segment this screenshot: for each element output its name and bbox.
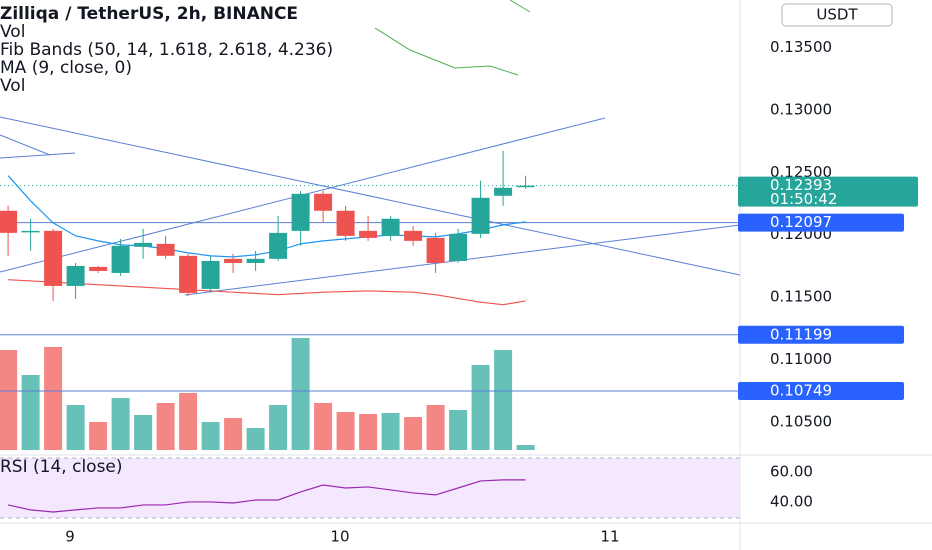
volume-bar (336, 412, 355, 450)
y-tick-label: 0.12500 (770, 163, 832, 181)
last-price-box (738, 176, 918, 207)
volume-bar (471, 365, 490, 450)
candle-body (359, 230, 378, 238)
candle-body (246, 258, 265, 263)
y-tick-label: 0.11500 (770, 288, 832, 306)
volume-bar (516, 445, 535, 450)
volume-bar (111, 398, 130, 450)
price-line-label: 0.12097 (770, 213, 832, 231)
volume-bar (201, 422, 220, 450)
volume-bar (359, 414, 378, 450)
price-line-label-box (738, 325, 904, 344)
fib-upper (374, 27, 519, 76)
legend-line: Vol (0, 22, 25, 42)
trend-line (0, 152, 76, 159)
fib-upper (509, 0, 531, 13)
candle-body (314, 193, 333, 211)
rsi-line (7, 479, 526, 513)
candle-body (44, 230, 63, 286)
legend-line: Fib Bands (50, 14, 1.618, 2.618, 4.236) (0, 40, 333, 60)
volume-bar (404, 417, 423, 450)
rsi-title: RSI (14, close) (0, 457, 123, 477)
x-tick-label: 10 (330, 528, 349, 546)
candle-body (0, 210, 18, 233)
indicator-line (8, 279, 526, 306)
volume-bar (246, 428, 265, 450)
volume-bar (449, 410, 468, 450)
candle-body (336, 210, 355, 236)
candle-body (516, 185, 535, 188)
candle-body (224, 258, 243, 263)
volume-bar (269, 405, 288, 450)
candle-body (449, 233, 468, 261)
y-tick-label: 0.13500 (770, 38, 832, 56)
volume-bar (494, 350, 513, 450)
legend-line: Vol (0, 76, 25, 96)
price-line-label-box (738, 381, 904, 400)
candle-body (291, 193, 310, 231)
countdown: 01:50:42 (770, 190, 837, 208)
volume-bar (426, 405, 445, 450)
price-line-label: 0.11199 (770, 325, 832, 343)
currency-box (781, 3, 893, 27)
candle-body (494, 187, 513, 196)
volume-bar (66, 405, 85, 450)
y-tick-label: 0.13000 (770, 100, 832, 118)
candle-body (201, 260, 220, 289)
candle-body (426, 237, 445, 263)
candle-body (156, 243, 175, 256)
candle-body (66, 265, 85, 286)
trend-line (0, 134, 51, 156)
volume-bar (44, 347, 63, 450)
volume-bar (0, 350, 18, 450)
candle-body (404, 230, 423, 241)
indicator-line (7, 175, 526, 258)
rsi-tick-label: 60.00 (770, 462, 813, 480)
volume-bar (314, 403, 333, 450)
volume-bar (134, 415, 153, 450)
rsi-tick-label: 40.00 (770, 492, 813, 510)
volume-bar (224, 418, 243, 450)
candle-body (269, 232, 288, 259)
chart-title: Zilliqa / TetherUS, 2h, BINANCE (0, 4, 298, 24)
volume-bar (156, 403, 175, 450)
candle-body (179, 255, 198, 293)
volume-bar (89, 422, 108, 450)
volume-bar (381, 413, 400, 450)
volume-bar (179, 393, 198, 450)
volume-bar (21, 375, 40, 450)
price-line-label: 0.10749 (770, 381, 832, 399)
volume-bar (291, 338, 310, 450)
y-tick-label: 0.11000 (770, 350, 832, 368)
candle-body (381, 218, 400, 236)
candle-body (111, 245, 130, 273)
x-tick-label: 9 (65, 528, 75, 546)
currency: USDT (816, 6, 858, 24)
y-tick-label: 0.10500 (770, 413, 832, 431)
candle-body (134, 242, 153, 247)
candle-body (471, 197, 490, 234)
candle-body (89, 266, 108, 271)
last-price-label: 0.12393 (770, 176, 832, 194)
candle-body (21, 230, 40, 233)
trend-line (0, 116, 741, 276)
legend-line: MA (9, close, 0) (0, 58, 132, 78)
x-tick-label: 11 (600, 528, 619, 546)
price-line-label-box (738, 213, 904, 232)
